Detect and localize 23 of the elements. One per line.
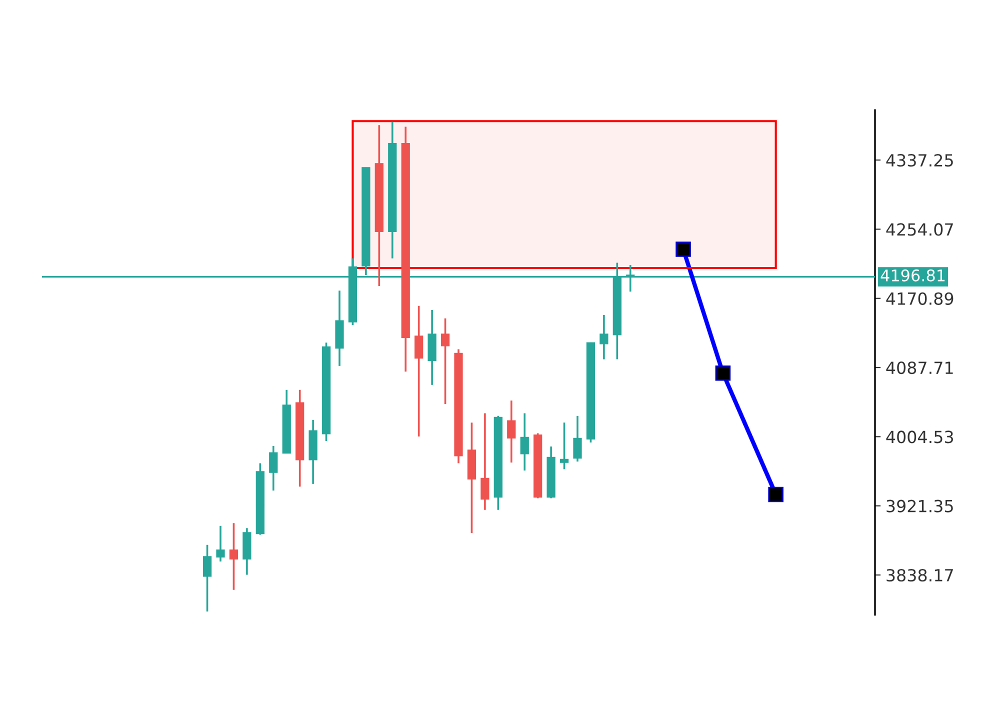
y-tick-label: 4087.71: [886, 361, 953, 374]
candlestick: [480, 412, 490, 511]
y-tick-label: 4004.53: [886, 430, 953, 444]
candlestick: [560, 422, 569, 470]
candlestick: [216, 525, 225, 562]
y-tick-label: 4170.89: [886, 292, 954, 305]
y-tick-label: 4254.07: [886, 223, 953, 236]
point: [768, 486, 784, 502]
ref-line-label: 4196.81: [880, 269, 945, 282]
candlestick: [414, 305, 424, 438]
candlestick: [440, 317, 450, 405]
candlestick: [507, 400, 516, 464]
y-tick-label: 3838.17: [886, 568, 953, 582]
candlestick: [520, 412, 529, 472]
candlestick: [600, 314, 608, 360]
point: [715, 365, 731, 381]
point: [676, 242, 691, 257]
candlestick: [202, 544, 212, 612]
candlestick: [269, 445, 278, 492]
y-tick-label: 4337.25: [886, 154, 953, 167]
candlestick: [229, 522, 238, 591]
candlestick: [573, 415, 582, 462]
y-tick-label: 3921.35: [886, 500, 953, 512]
